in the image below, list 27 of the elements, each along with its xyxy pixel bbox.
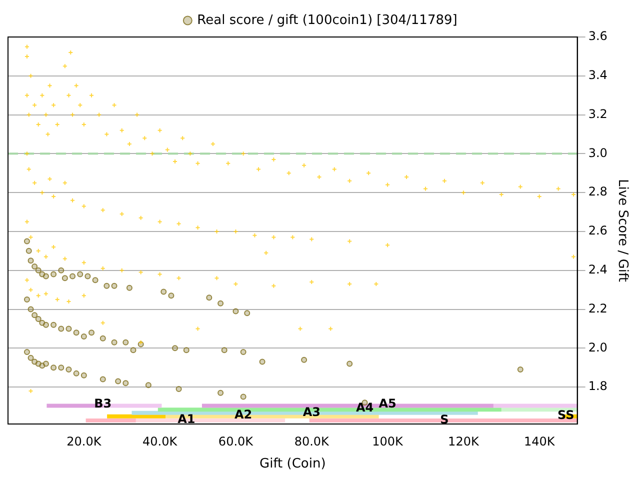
x-tick-label: 140K	[524, 434, 556, 448]
annotation: A3	[302, 404, 320, 419]
y-axis-title: Live Score / Gift	[614, 179, 630, 282]
x-axis-title: Gift (Coin)	[260, 456, 326, 472]
x-tick-label: 40.0K	[142, 434, 178, 448]
x-tick-label: 60.0K	[218, 434, 254, 448]
y-tick-label: 3.4	[588, 68, 608, 82]
annotation: A5	[378, 396, 396, 411]
legend-label: Real score / gift (100coin1) [304/11789]	[197, 12, 458, 28]
annotation: A4	[356, 400, 374, 415]
y-tick-label: 2.2	[588, 301, 608, 316]
y-tick-label: 1.8	[588, 379, 608, 394]
x-tick-label: 120K	[448, 434, 480, 448]
annotation: S	[440, 412, 449, 427]
x-tick-label: 100K	[372, 434, 404, 448]
y-tick-label: 2.6	[588, 224, 608, 238]
y-tick-label: 2.0	[588, 340, 608, 354]
y-tick-label: 3.6	[588, 29, 608, 44]
y-tick-label: 2.4	[588, 262, 608, 276]
x-tick-label: 80.0K	[294, 434, 330, 448]
y-tick-label: 3.0	[588, 146, 608, 160]
annotation: A2	[234, 407, 252, 422]
y-tick-label: 3.2	[588, 106, 608, 121]
annotation: A1	[178, 412, 196, 426]
annotation: B3	[94, 396, 112, 410]
x-tick-label: 20.0K	[66, 434, 102, 448]
y-tick-label: 2.8	[588, 184, 608, 199]
